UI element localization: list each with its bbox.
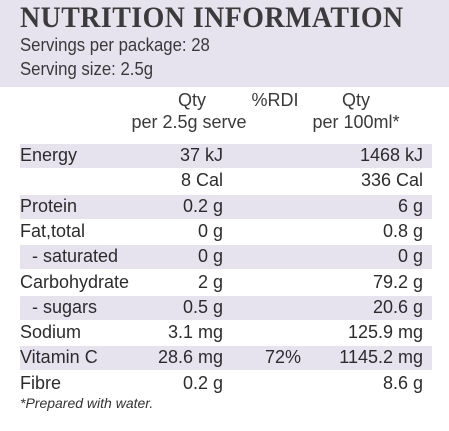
qty-per-100ml: 1468 kJ [359,145,423,165]
table-row: Fat,total 0 g 0.8 g [20,220,432,244]
qty-per-serve: 0.2 g [182,195,223,216]
nutrient-label: Energy [20,145,78,165]
qty-per-100ml: 20.6 g [372,296,423,317]
nutrient-label: Sodium [20,322,82,343]
column-header-per-serve-line2: per 2.5g serve [131,112,247,132]
table-row: Fibre 0.2 g 8.6 g [20,372,432,396]
table-row: Sodium 3.1 mg 125.9 mg [20,321,432,345]
header-band: NUTRITION INFORMATION Servings per packa… [0,0,449,87]
column-header-per-100ml: Qty per 100ml* [296,89,416,133]
table-row: 8 Cal 336 Cal [20,169,432,193]
column-header-rdi: %RDI [235,89,315,111]
nutrient-label: Fibre [20,372,62,393]
qty-per-100ml: 336 Cal [360,170,423,191]
table-row: - saturated 0 g 0 g [20,245,432,270]
table-row: Vitamin C 28.6 mg 72% 1145.2 mg [20,346,432,371]
qty-per-serve: 37 kJ [179,145,223,165]
column-header-per-100ml-line2: per 100ml* [312,112,400,132]
qty-per-100ml: 0.8 g [382,220,423,241]
nutrient-label: Vitamin C [20,347,98,368]
footnote: *Prepared with water. [20,395,154,411]
column-header-per-serve-line1: Qty [177,90,206,110]
servings-per-package: Servings per package: 28 [20,35,210,55]
qty-per-serve: 28.6 mg [157,347,223,368]
serving-size: Serving size: 2.5g [20,59,154,79]
nutrient-label: Protein [20,195,78,216]
qty-per-100ml: 6 g [397,195,423,216]
qty-per-serve: 0.5 g [182,296,223,317]
column-header-per-100ml-line1: Qty [341,90,370,110]
qty-per-serve: 0.2 g [182,372,223,393]
table-row: Protein 0.2 g 6 g [20,194,432,219]
column-header-rdi-label: %RDI [251,90,299,110]
qty-per-serve: 2 g [197,271,223,292]
qty-per-serve: 8 Cal [180,170,223,191]
qty-per-serve: 0 g [197,220,223,241]
qty-per-100ml: 8.6 g [382,372,423,393]
panel-title: NUTRITION INFORMATION [20,1,404,34]
qty-per-100ml: 79.2 g [372,271,423,292]
qty-per-100ml: 0 g [397,246,423,267]
nutrient-label: Carbohydrate [20,271,130,292]
column-header-per-serve: Qty per 2.5g serve [112,89,272,133]
rdi-value: 72% [265,347,302,368]
nutrient-label: Fat,total [20,220,86,241]
table-row: - sugars 0.5 g 20.6 g [20,295,432,320]
qty-per-100ml: 125.9 mg [347,322,423,343]
table-row: Carbohydrate 2 g 79.2 g [20,271,432,295]
qty-per-serve: 3.1 mg [167,322,223,343]
qty-per-serve: 0 g [197,246,223,267]
qty-per-100ml: 1145.2 mg [339,347,423,368]
table-row: Energy 37 kJ 1468 kJ [20,144,432,168]
nutrient-label: - sugars [32,296,98,317]
nutrient-label: - saturated [32,246,119,267]
